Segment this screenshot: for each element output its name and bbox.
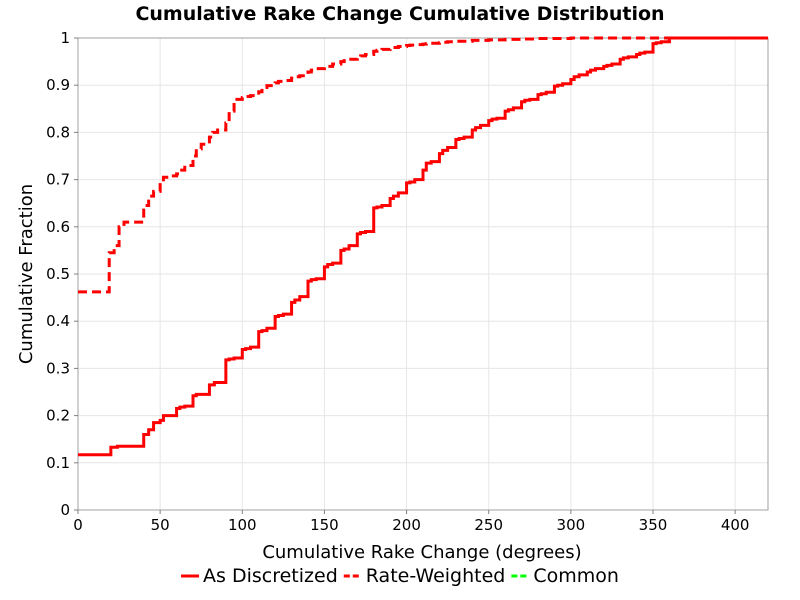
y-tick-label: 0.9 xyxy=(46,76,70,94)
y-tick-label: 1 xyxy=(60,29,70,47)
x-tick-label: 400 xyxy=(721,516,750,534)
y-axis-ticks: 0 0.1 0.2 0.3 0.4 0.5 0.6 0.7 0.8 0.9 1 xyxy=(46,29,78,519)
x-tick-label: 300 xyxy=(557,516,586,534)
x-tick-label: 250 xyxy=(474,516,503,534)
y-tick-label: 0.5 xyxy=(46,265,70,283)
x-tick-label: 50 xyxy=(151,516,170,534)
x-tick-label: 100 xyxy=(228,516,257,534)
y-tick-label: 0.6 xyxy=(46,218,70,236)
data-series xyxy=(78,36,768,457)
y-tick-label: 0 xyxy=(60,501,70,519)
y-tick-label: 0.2 xyxy=(46,407,70,425)
legend-label-rate-weighted: Rate-Weighted xyxy=(366,565,506,587)
y-tick-label: 0.8 xyxy=(46,123,70,141)
x-tick-label: 200 xyxy=(392,516,421,534)
x-tick-label: 350 xyxy=(639,516,668,534)
y-tick-label: 0.7 xyxy=(46,171,70,189)
y-axis-label: Cumulative Fraction xyxy=(16,184,37,364)
y-tick-label: 0.4 xyxy=(46,312,70,330)
x-tick-label: 0 xyxy=(73,516,83,534)
x-axis-label: Cumulative Rake Change (degrees) xyxy=(262,542,581,563)
y-tick-label: 0.3 xyxy=(46,359,70,377)
series-line-as-discretized xyxy=(78,36,768,457)
chart-title: Cumulative Rake Change Cumulative Distri… xyxy=(135,3,664,25)
legend-label-common: Common xyxy=(533,565,619,587)
legend: As Discretized Rate-Weighted Common xyxy=(181,565,619,587)
legend-label-as-discretized: As Discretized xyxy=(203,565,338,587)
y-tick-label: 0.1 xyxy=(46,454,70,472)
x-axis-ticks: 0 50 100 150 200 250 300 350 400 xyxy=(73,510,749,534)
series-line-rate-weighted xyxy=(78,36,768,294)
x-tick-label: 150 xyxy=(310,516,339,534)
